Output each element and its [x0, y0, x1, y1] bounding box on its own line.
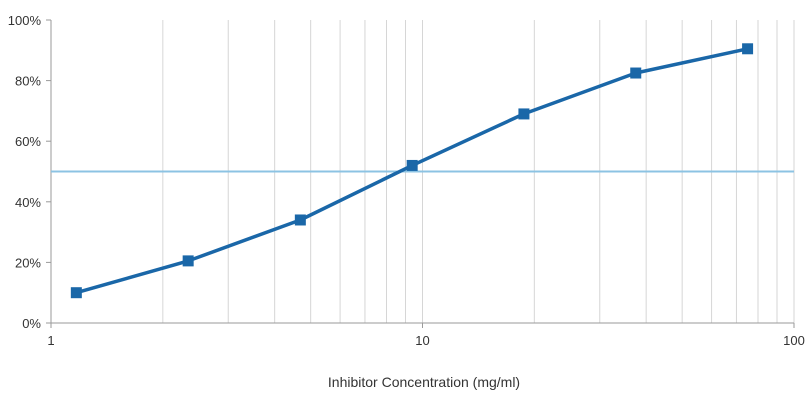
data-point	[294, 214, 306, 226]
x-tick-label: 10	[415, 333, 429, 348]
y-tick-label: 40%	[15, 195, 41, 210]
axes	[46, 19, 795, 328]
y-tick-label: 0%	[22, 316, 41, 331]
data-point	[742, 43, 754, 55]
x-tick-label: 100	[783, 333, 805, 348]
data-point	[630, 67, 642, 79]
data-point	[406, 159, 418, 171]
tick-labels: 0% 20% 40% 60% 80% 100% 1 10 100	[8, 13, 805, 348]
y-tick-label: 60%	[15, 134, 41, 149]
data-point	[182, 255, 194, 267]
y-tick-label: 100%	[8, 13, 42, 28]
x-axis-title: Inhibitor Concentration (mg/ml)	[328, 374, 520, 390]
data-point	[70, 287, 82, 299]
y-tick-label: 20%	[15, 255, 41, 270]
x-tick-label: 1	[47, 333, 54, 348]
data-point	[518, 108, 530, 120]
series	[70, 43, 754, 299]
y-tick-label: 80%	[15, 74, 41, 89]
